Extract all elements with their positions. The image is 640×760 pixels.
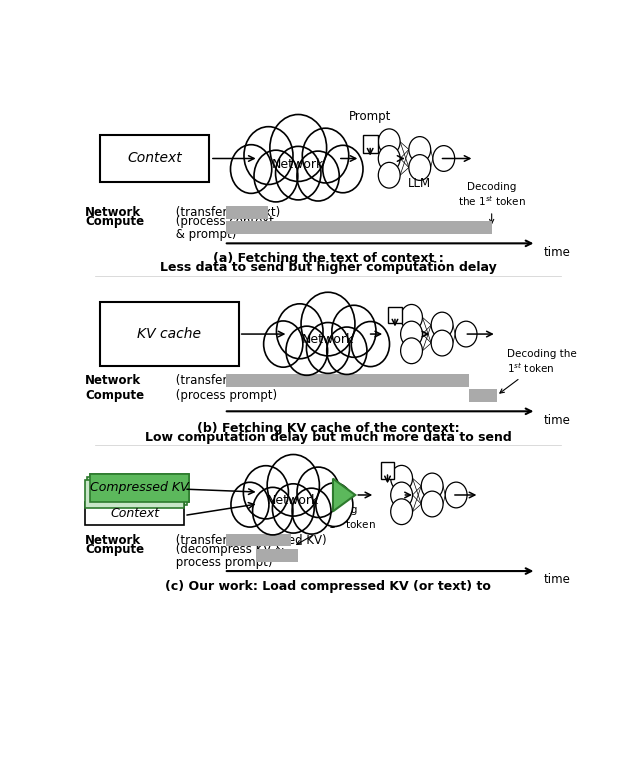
FancyBboxPatch shape <box>388 306 402 323</box>
Circle shape <box>276 147 321 200</box>
Circle shape <box>378 146 400 171</box>
FancyBboxPatch shape <box>85 480 184 508</box>
Text: (transfer KV): (transfer KV) <box>172 374 251 387</box>
Circle shape <box>254 150 298 202</box>
FancyBboxPatch shape <box>90 474 189 502</box>
Circle shape <box>301 293 355 356</box>
Bar <box>469 389 497 402</box>
Text: Network: Network <box>272 158 324 171</box>
Circle shape <box>390 482 413 508</box>
Circle shape <box>431 312 453 338</box>
Circle shape <box>401 338 422 364</box>
Circle shape <box>401 321 422 347</box>
FancyBboxPatch shape <box>100 302 239 366</box>
Circle shape <box>378 129 400 154</box>
Circle shape <box>433 146 454 171</box>
Circle shape <box>351 321 390 366</box>
Circle shape <box>390 499 413 524</box>
Text: Compute: Compute <box>85 389 144 402</box>
Circle shape <box>409 137 431 163</box>
Text: & prompt): & prompt) <box>172 228 236 241</box>
Circle shape <box>230 144 272 193</box>
Bar <box>227 221 492 234</box>
Bar <box>227 534 291 546</box>
Circle shape <box>445 482 467 508</box>
Circle shape <box>332 306 376 357</box>
Circle shape <box>401 305 422 330</box>
Circle shape <box>421 473 443 499</box>
FancyBboxPatch shape <box>85 502 184 525</box>
Text: Compute: Compute <box>85 215 144 228</box>
Circle shape <box>431 330 453 356</box>
Text: Network: Network <box>85 534 141 546</box>
Circle shape <box>323 145 363 193</box>
Circle shape <box>292 488 331 534</box>
Text: Low computation delay but much more data to send: Low computation delay but much more data… <box>145 431 511 444</box>
Text: Network: Network <box>85 206 141 219</box>
Text: time: time <box>544 245 571 258</box>
Text: Decoding
the 1$^{st}$ token: Decoding the 1$^{st}$ token <box>297 505 376 544</box>
Text: Decoding
the 1$^{st}$ token: Decoding the 1$^{st}$ token <box>458 182 525 223</box>
Text: Less data to send but higher computation delay: Less data to send but higher computation… <box>159 261 497 274</box>
FancyBboxPatch shape <box>100 135 209 182</box>
FancyBboxPatch shape <box>381 462 394 479</box>
Circle shape <box>264 321 303 367</box>
Text: (decompress KV &: (decompress KV & <box>172 543 284 556</box>
Text: (transfer context): (transfer context) <box>172 206 280 219</box>
Circle shape <box>270 115 326 182</box>
FancyBboxPatch shape <box>88 477 187 505</box>
Circle shape <box>409 154 431 180</box>
Text: Network: Network <box>302 333 354 346</box>
Circle shape <box>267 454 319 516</box>
Circle shape <box>273 484 314 533</box>
Text: LLM: LLM <box>408 177 431 190</box>
Text: Context: Context <box>127 151 182 166</box>
Bar <box>227 374 469 387</box>
Text: KV cache: KV cache <box>138 327 202 341</box>
Circle shape <box>302 128 349 183</box>
Circle shape <box>307 322 349 373</box>
Circle shape <box>390 465 413 491</box>
Text: Compressed KV: Compressed KV <box>90 482 189 495</box>
Text: Context: Context <box>110 507 159 520</box>
Circle shape <box>276 304 323 359</box>
FancyBboxPatch shape <box>363 135 378 153</box>
Circle shape <box>243 466 289 519</box>
Circle shape <box>378 163 400 188</box>
Circle shape <box>455 321 477 347</box>
Text: Prompt: Prompt <box>349 110 391 123</box>
Text: Network: Network <box>85 374 141 387</box>
Text: (process context: (process context <box>172 215 274 228</box>
Circle shape <box>297 467 340 518</box>
Circle shape <box>316 483 353 527</box>
Circle shape <box>297 151 339 201</box>
Polygon shape <box>333 479 355 511</box>
Bar <box>227 206 269 219</box>
Text: Decoding the
1$^{st}$ token: Decoding the 1$^{st}$ token <box>500 349 576 393</box>
Circle shape <box>286 326 328 375</box>
Text: (b) Fetching KV cache of the context:: (b) Fetching KV cache of the context: <box>196 422 460 435</box>
Circle shape <box>421 491 443 517</box>
Text: Compute: Compute <box>85 543 144 556</box>
Bar <box>256 549 298 562</box>
Text: process prompt): process prompt) <box>172 556 272 569</box>
Circle shape <box>327 327 367 375</box>
Circle shape <box>253 487 293 535</box>
Text: (a) Fetching the text of context :: (a) Fetching the text of context : <box>212 252 444 265</box>
Circle shape <box>244 127 293 185</box>
Text: Network: Network <box>267 494 319 507</box>
Text: (transfer compressed KV): (transfer compressed KV) <box>172 534 326 546</box>
FancyBboxPatch shape <box>90 474 189 502</box>
Text: (process prompt): (process prompt) <box>172 389 277 402</box>
Text: time: time <box>544 573 571 587</box>
Text: (c) Our work: Load compressed KV (or text) to: (c) Our work: Load compressed KV (or tex… <box>165 580 491 593</box>
Text: time: time <box>544 413 571 426</box>
Circle shape <box>231 483 269 527</box>
